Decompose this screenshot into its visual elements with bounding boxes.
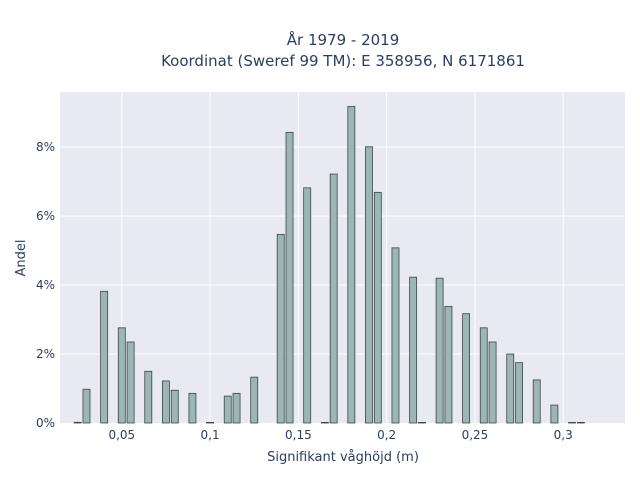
x-tick-labels: 0,05 0,1 0,15 0,2 0,25 0,3 — [108, 428, 572, 442]
histogram-bar — [391, 247, 400, 424]
x-tick-label: 0,3 — [554, 428, 573, 442]
histogram-bar — [532, 379, 541, 424]
histogram-bar — [73, 421, 82, 424]
histogram-bar — [347, 106, 356, 424]
histogram-bar — [576, 421, 585, 424]
histogram-bar — [144, 370, 153, 424]
chart-title-line-2: Koordinat (Sweref 99 TM): E 358956, N 61… — [161, 52, 525, 70]
y-tick-label: 2% — [36, 347, 55, 361]
histogram-bar — [320, 421, 329, 424]
y-tick-labels: 0% 2% 4% 6% 8% — [36, 140, 55, 430]
y-tick-label: 6% — [36, 209, 55, 223]
histogram-bar — [329, 173, 338, 424]
histogram-bar — [418, 421, 426, 424]
histogram-bar — [100, 290, 109, 424]
histogram-bar — [550, 404, 559, 424]
histogram-bar — [206, 421, 214, 424]
x-tick-label: 0,2 — [377, 428, 396, 442]
histogram-bar — [373, 191, 382, 424]
x-tick-label: 0,15 — [285, 428, 312, 442]
histogram-bar — [365, 146, 373, 424]
x-tick-label: 0,1 — [201, 428, 220, 442]
y-tick-label: 4% — [36, 278, 55, 292]
x-axis-title: Signifikant våghöjd (m) — [267, 450, 419, 465]
chart-title-line-1: År 1979 - 2019 — [287, 30, 400, 49]
histogram-bar — [506, 353, 515, 424]
histogram-bar — [462, 313, 471, 424]
histogram-bar — [82, 388, 91, 424]
histogram-bar — [409, 276, 418, 424]
histogram-bar — [250, 376, 259, 424]
bars — [73, 106, 585, 424]
histogram-bar — [488, 341, 497, 424]
histogram-bar — [285, 131, 294, 424]
histogram-bar — [444, 306, 453, 424]
x-tick-label: 0,05 — [108, 428, 135, 442]
histogram-bar — [303, 187, 312, 424]
grid-lines — [60, 92, 625, 423]
y-tick-label: 0% — [36, 416, 55, 430]
y-tick-label: 8% — [36, 140, 55, 154]
histogram-bar — [117, 327, 126, 424]
histogram-bar — [162, 380, 170, 424]
histogram-bar — [188, 392, 197, 424]
histogram-bar — [479, 327, 488, 424]
histogram-bar — [232, 392, 241, 424]
histogram-bar — [515, 362, 523, 424]
histogram-bar — [126, 341, 135, 424]
histogram-bar — [276, 233, 285, 424]
histogram-bar — [223, 395, 232, 424]
histogram-bar — [170, 389, 179, 424]
histogram-bar — [435, 277, 444, 424]
x-tick-label: 0,25 — [462, 428, 489, 442]
histogram-bar — [568, 421, 576, 424]
y-axis-title: Andel — [14, 240, 29, 277]
